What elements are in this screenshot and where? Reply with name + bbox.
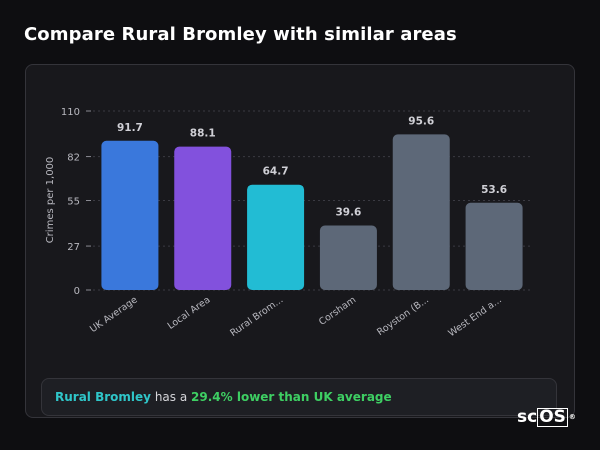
y-tick-label: 0 xyxy=(74,286,80,297)
bar xyxy=(319,225,377,290)
summary-banner: Rural Bromley has a 29.4% lower than UK … xyxy=(41,378,557,416)
x-tick-label: Corsham xyxy=(317,294,358,327)
bar-value-label: 64.7 xyxy=(263,166,289,178)
y-tick-label: 110 xyxy=(61,107,80,118)
x-tick-label: West End a... xyxy=(446,294,503,339)
summary-difference: 29.4% lower than UK average xyxy=(191,390,392,404)
logo-mark: ® xyxy=(568,413,576,421)
bar xyxy=(465,202,523,290)
bar-value-label: 53.6 xyxy=(481,184,507,196)
page-title: Compare Rural Bromley with similar areas xyxy=(24,24,457,45)
bar xyxy=(101,140,159,290)
summary-area-name: Rural Bromley xyxy=(55,390,151,404)
x-tick-label: Rural Brom... xyxy=(228,294,285,339)
x-tick-label: Royston (B... xyxy=(375,294,431,338)
bar-value-label: 95.6 xyxy=(408,115,434,127)
summary-text: has a xyxy=(154,390,188,404)
logo-boxed: OS xyxy=(537,407,568,427)
y-axis-label: Crimes per 1,000 xyxy=(45,157,56,244)
bar-value-label: 91.7 xyxy=(117,122,143,134)
bar-value-label: 39.6 xyxy=(335,207,361,219)
y-tick-label: 55 xyxy=(67,197,80,208)
x-tick-label: UK Average xyxy=(88,294,140,335)
bar xyxy=(392,134,450,290)
bar xyxy=(174,146,232,290)
scos-logo: sc OS ® xyxy=(517,407,576,427)
x-tick-label: Local Area xyxy=(166,294,213,331)
logo-prefix: sc xyxy=(517,407,538,427)
bar xyxy=(247,184,305,290)
bar-value-label: 88.1 xyxy=(190,128,216,140)
y-tick-label: 27 xyxy=(67,242,80,253)
y-tick-label: 82 xyxy=(67,153,80,164)
